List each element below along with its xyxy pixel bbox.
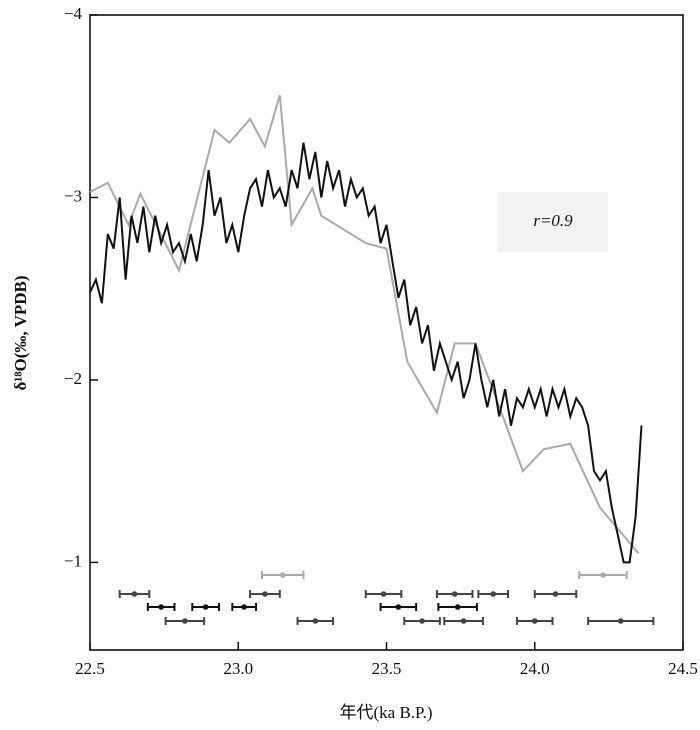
age-point: [158, 604, 164, 610]
x-tick-label: 24.0: [520, 659, 550, 678]
age-point: [380, 591, 387, 597]
age-point: [182, 618, 188, 624]
age-error-bar: [364, 590, 403, 598]
age-error-bar: [118, 590, 151, 598]
age-point: [241, 604, 247, 610]
age-error-bar: [296, 617, 335, 625]
series-line: [89, 95, 640, 554]
plot-frame: [89, 14, 684, 651]
age-error-bar: [443, 617, 484, 625]
annotation-box: [498, 192, 608, 252]
age-error-bar: [533, 590, 578, 598]
y-tick-label: −2: [64, 369, 82, 388]
age-error-bar: [249, 590, 281, 598]
age-point: [131, 591, 138, 597]
x-tick-label: 23.5: [372, 659, 402, 678]
age-error-bar: [146, 603, 176, 611]
age-point: [395, 604, 402, 610]
annotation: r=0.9: [533, 211, 573, 230]
y-tick-label: −1: [64, 551, 82, 570]
age-point: [600, 572, 606, 578]
x-tick-label: 23.0: [223, 659, 253, 678]
age-point: [617, 618, 624, 624]
age-error-bar: [379, 603, 418, 611]
age-point: [451, 591, 458, 597]
age-error-bar: [587, 617, 655, 625]
age-point: [279, 572, 286, 578]
age-error-bar: [191, 603, 220, 611]
age-point: [454, 604, 461, 610]
y-tick-label: −3: [64, 186, 82, 205]
age-error-bar: [437, 603, 478, 611]
x-tick-label: 22.5: [75, 659, 105, 678]
y-tick-label: −4: [64, 4, 83, 23]
age-error-bar: [403, 617, 441, 625]
y-axis-label: δ¹⁸O(‰, VPDB): [11, 275, 30, 390]
age-point: [312, 618, 319, 624]
x-axis-label: 年代(ka B.P.): [339, 703, 432, 722]
age-error-bar: [231, 603, 258, 611]
age-error-bar: [435, 590, 474, 598]
age-point: [460, 618, 467, 624]
age-point: [531, 618, 538, 624]
age-error-bar: [477, 590, 510, 598]
age-error-bar: [578, 571, 628, 579]
age-point: [202, 604, 209, 610]
age-error-bar: [515, 617, 554, 625]
age-point: [552, 591, 559, 597]
age-point: [262, 591, 268, 597]
age-error-bar: [260, 571, 305, 579]
age-point: [419, 618, 425, 624]
x-tick-label: 24.5: [668, 659, 698, 678]
age-point: [490, 591, 497, 597]
series-line: [89, 142, 643, 564]
age-error-bar: [164, 617, 206, 625]
